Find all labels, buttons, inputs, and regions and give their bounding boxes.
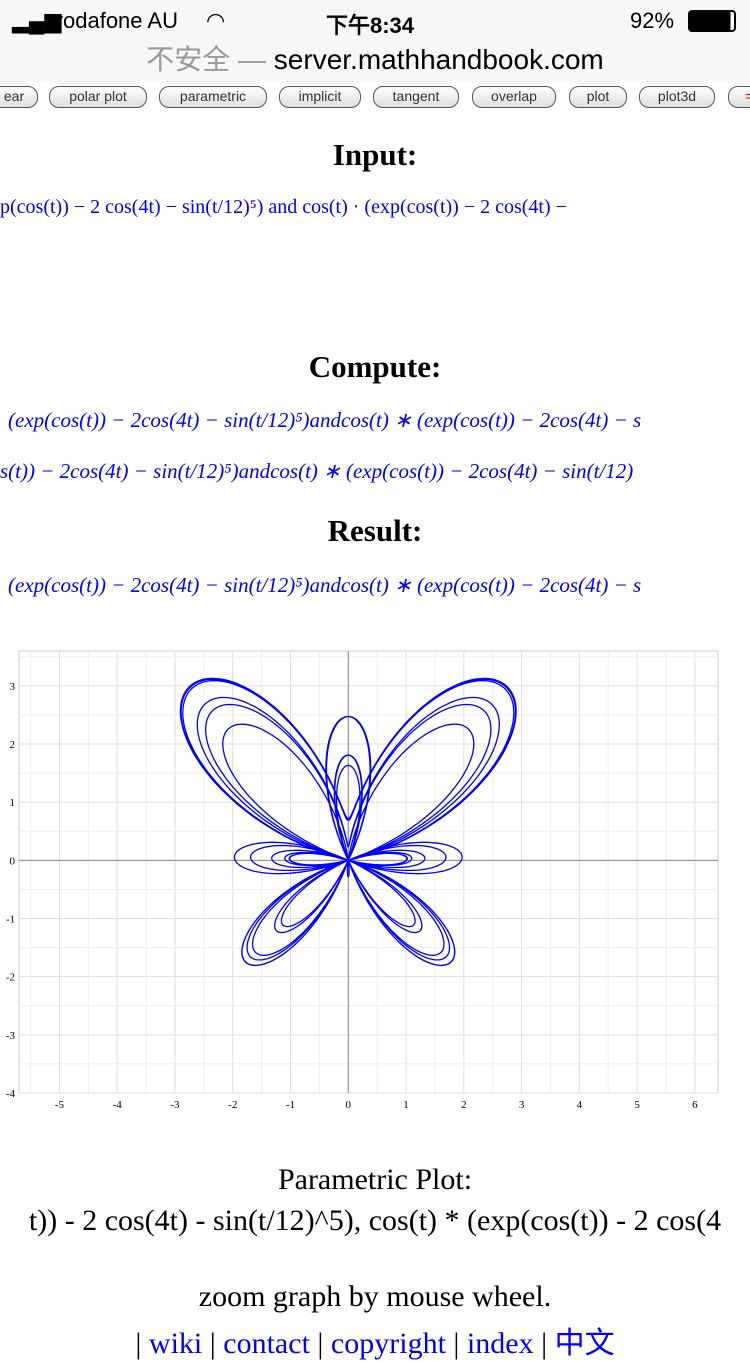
link-chinese[interactable]: 中文 (554, 1327, 615, 1360)
caption-expression: t)) - 2 cos(4t) - sin(t/12)^5), cos(t) *… (28, 1204, 722, 1237)
compute-line-1: (exp(cos(t)) − 2cos(4t) − sin(t/12)⁵)and… (8, 408, 642, 432)
result-heading: Result: (327, 513, 423, 548)
x-tick-label: -2 (228, 1099, 237, 1111)
x-tick-label: 2 (461, 1099, 467, 1111)
x-tick-label: 4 (577, 1099, 583, 1111)
y-tick-label: -2 (6, 972, 15, 984)
battery-percent: 92% (630, 8, 675, 33)
y-tick-label: 0 (10, 855, 16, 867)
tab-linear[interactable]: ear (0, 86, 38, 108)
y-tick-label: 2 (10, 739, 16, 751)
clock: 下午8:34 (326, 13, 415, 38)
link-copyright[interactable]: copyright (330, 1327, 446, 1360)
x-tick-label: 0 (346, 1099, 352, 1111)
link-contact[interactable]: contact (223, 1327, 310, 1360)
zoom-hint: zoom graph by mouse wheel. (198, 1280, 552, 1313)
tab-more[interactable]: = (728, 86, 750, 108)
compute-heading: Compute: (308, 349, 442, 384)
url-domain: server.mathhandbook.com (273, 44, 604, 75)
link-index[interactable]: index (466, 1327, 534, 1360)
tab-tangent[interactable]: tangent (373, 86, 459, 108)
x-tick-label: -5 (55, 1099, 65, 1111)
compute-line-2: s(t)) − 2cos(4t) − sin(t/12)⁵)andcos(t) … (0, 459, 634, 483)
x-tick-label: -4 (113, 1099, 123, 1111)
y-tick-label: -1 (6, 914, 15, 926)
battery-icon (688, 10, 736, 32)
y-tick-label: 1 (10, 797, 16, 809)
tool-tabs: ear polar plot parametric implicit tange… (0, 82, 750, 110)
tab-parametric[interactable]: parametric (159, 86, 267, 108)
y-tick-label: -3 (6, 1030, 16, 1042)
plot-area (18, 650, 719, 1094)
x-tick-label: -1 (286, 1099, 295, 1111)
carrier: vodafone AU (52, 8, 178, 33)
butterfly-curve (179, 677, 517, 967)
x-tick-label: -3 (170, 1099, 180, 1111)
tab-overlap[interactable]: overlap (472, 86, 556, 108)
x-tick-label: 5 (634, 1099, 640, 1111)
footer-links: | wiki | contact | copyright | index | 中… (135, 1327, 615, 1360)
x-tick-label: 3 (519, 1099, 525, 1111)
parametric-plot[interactable]: -5 -4 -3 -2 -1 0 1 2 3 4 5 6 3 2 1 0 -1 -2 -3 -4 (0, 640, 750, 1120)
caption-title: Parametric Plot: (277, 1163, 473, 1196)
signal-icon: ▂▄▆ (12, 8, 62, 33)
insecure-label: 不安全 — (146, 44, 267, 75)
y-tick-label: -4 (6, 1088, 16, 1100)
link-wiki[interactable]: wiki (148, 1327, 203, 1360)
tab-plot[interactable]: plot (569, 86, 627, 108)
tab-polar-plot[interactable]: polar plot (49, 86, 147, 108)
input-heading: Input: (332, 137, 418, 172)
y-tick-label: 3 (10, 681, 16, 693)
x-tick-label: 6 (692, 1099, 698, 1111)
tab-plot3d[interactable]: plot3d (639, 86, 715, 108)
result-line-1: (exp(cos(t)) − 2cos(4t) − sin(t/12)⁵)and… (8, 573, 642, 597)
input-expression: p(cos(t)) − 2 cos(4t) − sin(t/12)⁵) and … (0, 196, 567, 218)
wifi-icon: ◠ (206, 8, 226, 33)
address-bar[interactable]: 不安全 — server.mathhandbook.com (0, 40, 750, 82)
status-bar: ▂▄▆ vodafone AU ◠ 下午8:34 92% (0, 0, 750, 40)
x-tick-label: 1 (403, 1099, 409, 1111)
tab-implicit[interactable]: implicit (279, 86, 361, 108)
